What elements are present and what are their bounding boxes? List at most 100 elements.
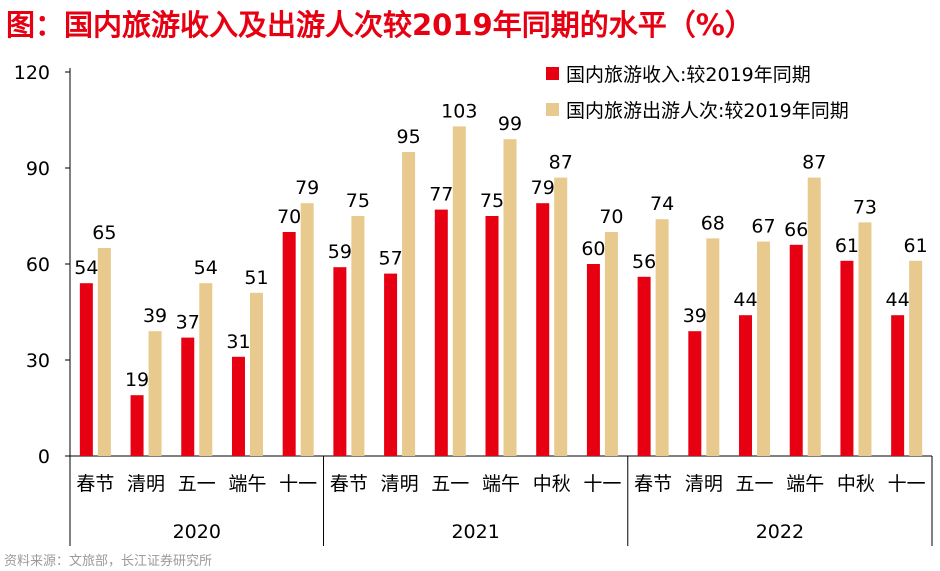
bar-trips: [97, 248, 111, 456]
data-label-trips: 95: [396, 126, 420, 148]
y-tick-label: 30: [26, 350, 50, 372]
axes-group: 0 30 60 90 120: [14, 62, 932, 468]
x-category-label: 春节: [330, 473, 368, 495]
bar-trips: [706, 238, 720, 456]
x-category-label: 五一: [178, 473, 216, 495]
bar-income: [485, 216, 499, 456]
data-label-income: 61: [835, 235, 859, 257]
bar-income: [231, 356, 245, 456]
x-category-label: 中秋: [837, 473, 875, 495]
legend-label-income: 国内旅游收入:较2019年同期: [566, 64, 811, 86]
x-group-label: 2020: [173, 521, 221, 543]
y-tick-label: 120: [14, 62, 50, 84]
bar-income: [282, 232, 296, 456]
data-label-trips: 79: [295, 177, 319, 199]
data-label-trips: 70: [599, 206, 623, 228]
x-category-label: 春节: [634, 473, 672, 495]
y-tick-label: 0: [38, 446, 50, 468]
bar-trips: [249, 292, 263, 456]
legend-swatch-income: [546, 67, 559, 80]
data-label-trips: 103: [441, 100, 477, 122]
bar-income: [181, 337, 195, 456]
y-tick-label: 60: [26, 254, 50, 276]
bar-income: [79, 283, 93, 456]
bar-income: [586, 264, 600, 456]
bar-income: [840, 260, 854, 456]
data-label-income: 79: [531, 177, 555, 199]
x-category-label: 十一: [888, 473, 926, 495]
data-label-trips: 68: [701, 212, 725, 234]
bar-trips: [554, 177, 568, 456]
data-label-trips: 65: [92, 222, 116, 244]
bar-trips: [300, 203, 314, 456]
bar-income: [891, 315, 905, 456]
data-label-trips: 73: [853, 196, 877, 218]
data-label-income: 60: [581, 238, 605, 260]
x-category-label: 五一: [431, 473, 469, 495]
bar-trips: [858, 222, 872, 456]
bar-income: [536, 203, 550, 456]
x-category-label: 端午: [482, 473, 520, 495]
data-label-income: 59: [328, 241, 352, 263]
bar-income: [130, 395, 144, 456]
bar-income: [789, 244, 803, 456]
bar-income: [384, 273, 398, 456]
chart-title: 图：国内旅游收入及出游人次较2019年同期的水平（%）: [6, 8, 754, 42]
data-label-income: 77: [429, 184, 453, 206]
y-tick-label: 90: [26, 158, 50, 180]
bar-trips: [909, 260, 923, 456]
bar-income: [637, 276, 651, 456]
data-label-income: 39: [683, 305, 707, 327]
x-category-label: 十一: [279, 473, 317, 495]
data-label-trips: 87: [802, 152, 826, 174]
bar-income: [688, 331, 702, 456]
legend-swatch-trips: [546, 103, 559, 116]
data-label-trips: 75: [346, 190, 370, 212]
bar-trips: [351, 216, 365, 456]
bar-trips: [655, 219, 669, 456]
bar-trips: [402, 152, 416, 456]
x-category-label: 清明: [685, 473, 723, 495]
bar-income: [739, 315, 753, 456]
data-label-income: 54: [74, 257, 98, 279]
x-category-label: 端午: [228, 473, 266, 495]
data-label-income: 31: [226, 331, 250, 353]
data-label-income: 75: [480, 190, 504, 212]
data-label-income: 57: [378, 248, 402, 270]
data-label-income: 19: [125, 369, 149, 391]
x-category-label: 清明: [127, 473, 165, 495]
data-label-income: 37: [176, 312, 200, 334]
data-label-trips: 61: [904, 235, 928, 257]
bar-income: [333, 267, 347, 456]
x-category-label: 十一: [583, 473, 621, 495]
data-label-trips: 67: [751, 216, 775, 238]
bar-trips: [148, 331, 162, 456]
bar-trips: [452, 126, 466, 457]
data-label-income: 66: [784, 219, 808, 241]
data-label-trips: 39: [143, 305, 167, 327]
data-label-trips: 99: [498, 113, 522, 135]
data-label-income: 44: [886, 289, 910, 311]
x-group-label: 2022: [756, 521, 804, 543]
data-label-trips: 74: [650, 193, 674, 215]
data-label-trips: 54: [194, 257, 218, 279]
x-group-label: 2021: [451, 521, 499, 543]
data-label-income: 70: [277, 206, 301, 228]
bars-group: [79, 126, 923, 457]
data-label-income: 44: [733, 289, 757, 311]
x-category-label: 中秋: [533, 473, 571, 495]
data-labels-group: 54 65 19 39 37 54 31 51 70 79 59 75 57 95 77 103 75 99 79 8…: [74, 100, 927, 391]
bar-trips: [604, 232, 618, 456]
x-category-label: 五一: [736, 473, 774, 495]
x-category-label: 清明: [381, 473, 419, 495]
legend-label-trips: 国内旅游出游人次:较2019年同期: [566, 100, 849, 122]
data-label-trips: 87: [549, 152, 573, 174]
source-note: 资料来源：文旅部，长江证券研究所: [4, 554, 213, 569]
bar-income: [434, 209, 448, 456]
data-label-income: 56: [632, 251, 656, 273]
bar-trips: [807, 177, 821, 456]
x-category-label: 端午: [786, 473, 824, 495]
